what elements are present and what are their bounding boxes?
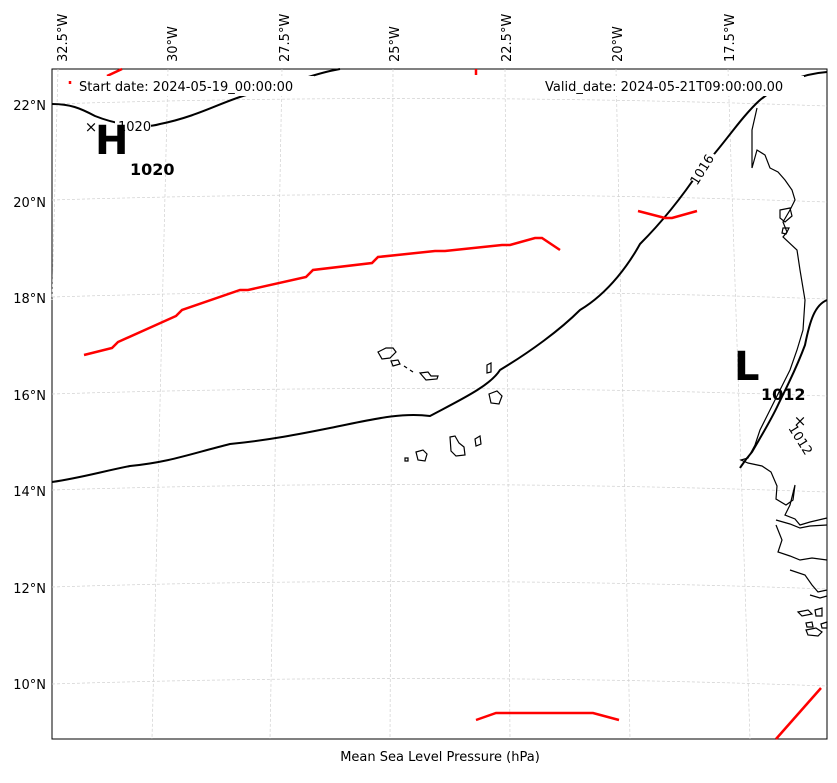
- coastline: [739, 107, 828, 637]
- islands: [377, 347, 503, 462]
- island: [796, 609, 814, 617]
- island: [403, 365, 408, 369]
- island: [418, 371, 439, 381]
- island: [820, 621, 828, 629]
- lat-tick-labels: 22°N 20°N 18°N 16°N 14°N 12°N 10°N: [13, 99, 46, 693]
- meridian-line: [389, 68, 394, 740]
- lon-tick-label: 30°W: [166, 26, 181, 62]
- lon-tick-labels: 32.5°W 30°W 27.5°W 25°W 22.5°W 20°W 17.5…: [56, 14, 738, 62]
- fronts: [68, 67, 822, 740]
- front-segment: [637, 209, 698, 220]
- lon-tick-label: 32.5°W: [56, 14, 71, 62]
- start-date-text: Start date: 2024-05-19_00:00:00: [79, 80, 293, 95]
- front-segment: [775, 687, 822, 740]
- valid-date-text: Valid_date: 2024-05-21T09:00:00.00: [545, 80, 783, 95]
- island: [486, 362, 492, 374]
- island: [805, 627, 823, 637]
- lat-tick-label: 22°N: [13, 99, 46, 114]
- island: [390, 359, 401, 367]
- parallel-line: [51, 98, 828, 107]
- lon-tick-label: 20°W: [611, 26, 626, 62]
- parallel-line: [51, 581, 828, 590]
- low-pressure-value: 1012: [761, 385, 806, 404]
- meridian-line: [151, 68, 169, 740]
- island: [409, 369, 414, 373]
- coast-detail: [775, 519, 828, 529]
- lat-tick-label: 14°N: [13, 485, 46, 500]
- island: [488, 390, 503, 405]
- parallel-line: [51, 484, 828, 493]
- island: [805, 621, 814, 628]
- lat-tick-label: 16°N: [13, 389, 46, 404]
- lat-tick-label: 20°N: [13, 196, 46, 211]
- high-pressure-value: 1020: [130, 160, 175, 179]
- parallel-line: [51, 194, 828, 203]
- isobar-label-bg: [115, 118, 151, 134]
- valid-date-bg: [540, 76, 804, 96]
- x-marker-icon: ×: [794, 412, 807, 430]
- coast-detail: [809, 594, 828, 599]
- meridian-line: [504, 68, 511, 740]
- low-pressure-symbol: L: [734, 344, 760, 390]
- lat-tick-label: 10°N: [13, 678, 46, 693]
- high-pressure-symbol: H: [95, 118, 128, 164]
- front-segment: [475, 711, 620, 722]
- lon-tick-label: 25°W: [388, 26, 403, 62]
- coast-detail: [789, 569, 828, 593]
- coast-detail: [775, 524, 828, 561]
- lon-tick-label: 17.5°W: [723, 14, 738, 62]
- meridian-line: [269, 68, 283, 740]
- parallel-line: [51, 388, 828, 397]
- lon-tick-label: 22.5°W: [500, 14, 515, 62]
- graticule: [51, 68, 828, 740]
- meridian-line: [51, 68, 59, 301]
- isobar-label-bg: [783, 415, 815, 453]
- meridian-line: [615, 68, 631, 740]
- parallel-line: [51, 678, 828, 687]
- lat-tick-label: 18°N: [13, 292, 46, 307]
- lat-tick-label: 12°N: [13, 582, 46, 597]
- africa-coast: [739, 107, 828, 526]
- start-date-bg: [76, 76, 314, 96]
- island: [449, 435, 466, 457]
- isobar-label-bg: [685, 147, 717, 185]
- island: [781, 227, 790, 235]
- lon-tick-label: 27.5°W: [278, 14, 293, 62]
- front-main: [83, 236, 561, 357]
- island: [404, 457, 409, 462]
- isobar-label-1020: 1020: [118, 120, 151, 135]
- island: [377, 347, 397, 360]
- x-axis-label: Mean Sea Level Pressure (hPa): [340, 750, 540, 765]
- x-marker-icon: ×: [85, 118, 98, 136]
- island: [779, 207, 793, 223]
- meridian-line: [727, 68, 751, 740]
- parallel-line: [51, 291, 828, 300]
- front-segment: [106, 67, 123, 78]
- island: [474, 435, 482, 447]
- island: [814, 607, 823, 617]
- island: [415, 449, 428, 462]
